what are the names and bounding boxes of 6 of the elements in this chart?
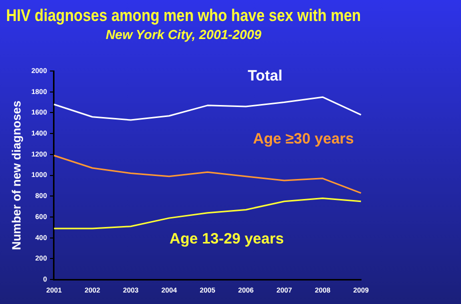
chart-subtitle: New York City, 2001-2009 — [106, 26, 262, 42]
y-axis-title: Number of new diagnoses — [10, 100, 24, 250]
series-label: Age 13-29 years — [170, 230, 284, 248]
series-label: Total — [248, 68, 282, 85]
series-label: Age ≥30 years — [253, 130, 354, 148]
chart-title: HIV diagnoses among men who have sex with men — [6, 6, 361, 26]
